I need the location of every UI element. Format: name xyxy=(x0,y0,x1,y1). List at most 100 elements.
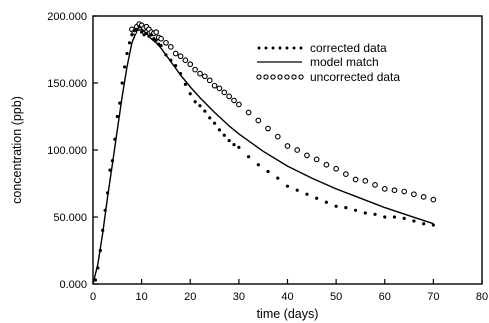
point-corrected xyxy=(315,197,318,200)
point-uncorrected xyxy=(246,110,251,115)
point-corrected xyxy=(118,102,121,105)
legend-dot-corrected xyxy=(265,47,268,50)
point-corrected xyxy=(155,39,158,42)
point-uncorrected xyxy=(217,86,222,91)
point-corrected xyxy=(232,143,235,146)
point-corrected xyxy=(116,115,119,118)
legend-circle-uncorrected xyxy=(271,75,275,79)
point-corrected xyxy=(169,59,172,62)
legend-dot-corrected xyxy=(300,47,303,50)
x-tick-label: 30 xyxy=(233,291,245,303)
point-corrected xyxy=(164,53,167,56)
legend-dot-corrected xyxy=(279,47,282,50)
x-tick-label: 50 xyxy=(330,291,342,303)
y-tick-label: 150.000 xyxy=(47,78,87,90)
point-uncorrected xyxy=(169,45,174,50)
legend-item-corrected: corrected data xyxy=(258,41,388,55)
point-corrected xyxy=(223,134,226,137)
point-uncorrected xyxy=(256,118,261,123)
point-uncorrected xyxy=(207,78,212,83)
point-corrected xyxy=(159,44,162,47)
legend-sample-corrected xyxy=(258,47,303,50)
point-uncorrected xyxy=(412,192,417,197)
point-uncorrected xyxy=(373,183,378,188)
point-uncorrected xyxy=(183,58,188,63)
point-uncorrected xyxy=(164,41,169,46)
point-corrected xyxy=(325,201,328,204)
legend-circle-uncorrected xyxy=(264,75,268,79)
legend-label-uncorrected: uncorrected data xyxy=(310,70,400,84)
series-layer xyxy=(93,22,436,284)
point-uncorrected xyxy=(295,148,300,153)
point-corrected xyxy=(354,209,357,212)
point-corrected xyxy=(135,28,138,31)
x-tick-label: 80 xyxy=(476,291,488,303)
legend-dot-corrected xyxy=(293,47,296,50)
series-line-model-match xyxy=(93,29,433,284)
point-corrected xyxy=(99,249,102,252)
point-corrected xyxy=(130,33,133,36)
legend-circle-uncorrected xyxy=(292,75,296,79)
point-corrected xyxy=(296,189,299,192)
point-corrected xyxy=(383,215,386,218)
point-uncorrected xyxy=(305,153,310,158)
point-corrected xyxy=(247,155,250,158)
point-corrected xyxy=(104,209,107,212)
point-corrected xyxy=(228,139,231,142)
x-tick-label: 70 xyxy=(427,291,439,303)
point-corrected xyxy=(364,211,367,214)
point-uncorrected xyxy=(314,157,319,162)
x-tick-label: 60 xyxy=(379,291,391,303)
point-corrected xyxy=(305,193,308,196)
point-uncorrected xyxy=(266,126,271,131)
point-corrected xyxy=(203,110,206,113)
point-corrected xyxy=(213,122,216,125)
y-tick-label: 0.000 xyxy=(59,279,87,291)
point-corrected xyxy=(432,223,435,226)
point-corrected xyxy=(108,169,111,172)
y-tick-label: 100.000 xyxy=(47,145,87,157)
legend-circle-uncorrected xyxy=(285,75,289,79)
plot-frame xyxy=(93,16,482,284)
x-axis: 0 10 20 30 40 50 60 70 80 xyxy=(90,279,488,303)
point-uncorrected xyxy=(227,94,232,99)
point-corrected xyxy=(111,159,114,162)
y-tick-label: 200.000 xyxy=(47,11,87,23)
point-uncorrected xyxy=(275,134,280,139)
point-uncorrected xyxy=(421,195,426,200)
point-uncorrected xyxy=(198,71,203,76)
point-uncorrected xyxy=(334,166,339,171)
x-tick-label: 20 xyxy=(184,291,196,303)
legend-label-model: model match xyxy=(310,55,379,69)
point-corrected xyxy=(123,65,126,68)
point-uncorrected xyxy=(212,83,217,88)
point-uncorrected xyxy=(203,74,208,79)
point-corrected xyxy=(106,191,109,194)
point-uncorrected xyxy=(173,51,178,56)
point-corrected xyxy=(101,229,104,232)
point-uncorrected xyxy=(222,90,227,95)
x-tick-label: 40 xyxy=(281,291,293,303)
point-corrected xyxy=(276,177,279,180)
x-tick-label: 10 xyxy=(136,291,148,303)
point-uncorrected xyxy=(193,67,198,72)
point-corrected xyxy=(194,100,197,103)
legend: corrected data model match uncorrected d… xyxy=(257,41,400,84)
point-uncorrected xyxy=(237,102,242,107)
legend-item-uncorrected: uncorrected data xyxy=(257,70,400,84)
point-corrected xyxy=(174,64,177,67)
point-uncorrected xyxy=(188,62,193,67)
point-uncorrected xyxy=(285,144,290,149)
point-corrected xyxy=(412,219,415,222)
legend-dot-corrected xyxy=(272,47,275,50)
point-corrected xyxy=(393,215,396,218)
point-corrected xyxy=(403,217,406,220)
point-uncorrected xyxy=(344,172,349,177)
point-corrected xyxy=(150,33,153,36)
point-uncorrected xyxy=(353,177,358,182)
plot-border xyxy=(93,16,482,284)
legend-label-corrected: corrected data xyxy=(310,41,387,55)
point-corrected xyxy=(208,116,211,119)
point-corrected xyxy=(189,92,192,95)
